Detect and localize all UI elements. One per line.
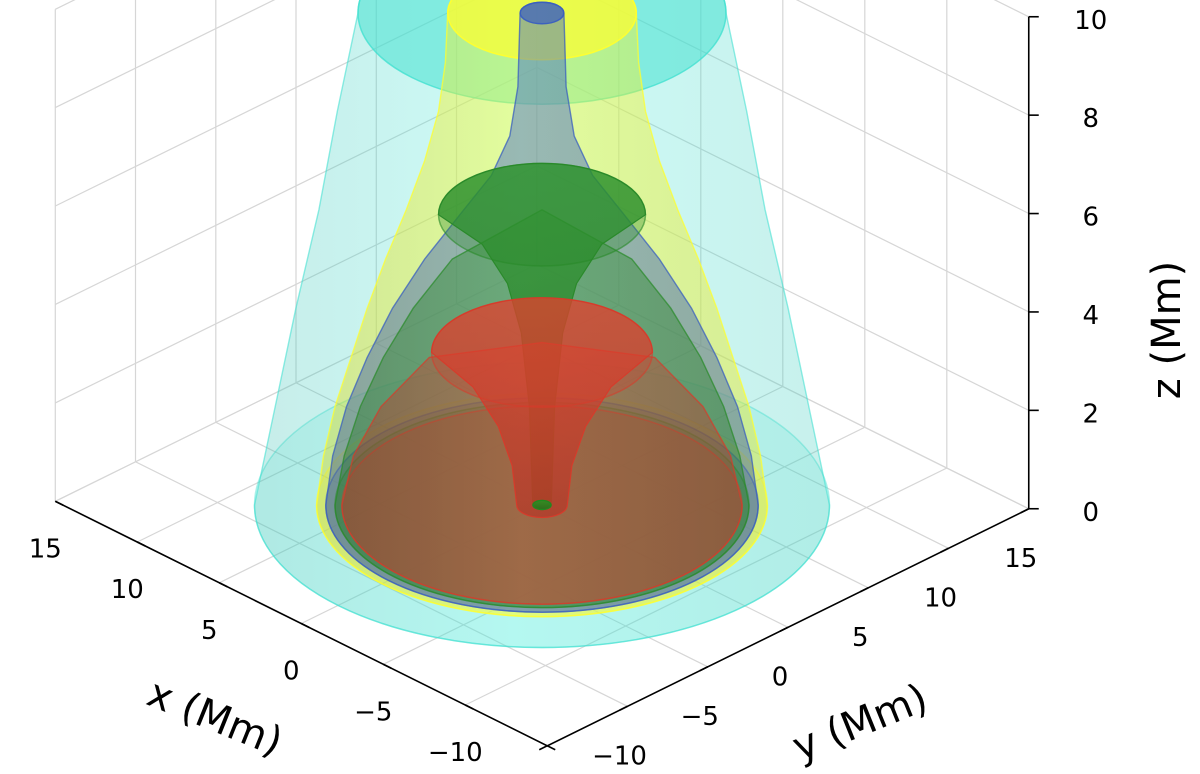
- green-funnel-rim: [437, 162, 647, 267]
- z-axis-label: z (Mm): [1144, 261, 1190, 399]
- y-tick: [619, 705, 628, 711]
- y-tick: [538, 745, 548, 751]
- x-tick: [54, 500, 64, 506]
- z-tick-label: 0: [1083, 498, 1100, 528]
- y-tick-label: 15: [1004, 544, 1037, 574]
- x-tick: [464, 704, 474, 710]
- y-tick: [1020, 508, 1030, 514]
- y-tick-label: 5: [852, 623, 869, 653]
- green-stem: [532, 499, 552, 511]
- z-tick-label: 6: [1083, 203, 1100, 233]
- z-tick-label: 8: [1083, 104, 1100, 134]
- z-tick-label: 10: [1074, 6, 1107, 36]
- grid-line-z: [55, 0, 1030, 116]
- y-tick: [940, 547, 949, 553]
- x-tick-label: 5: [201, 616, 218, 646]
- x-tick: [300, 622, 310, 629]
- z-tick-label: 2: [1083, 399, 1100, 429]
- surfaces: [253, 0, 831, 649]
- x-tick-label: 10: [111, 575, 144, 605]
- x-tick-label: −10: [428, 738, 483, 768]
- x-tick-label: −5: [354, 697, 392, 727]
- y-tick: [859, 587, 869, 593]
- x-tick: [136, 541, 146, 547]
- y-tick: [779, 626, 789, 632]
- z-tick-label: 4: [1083, 301, 1100, 331]
- blue-top-cap: [519, 1, 565, 25]
- x-tick: [218, 582, 228, 588]
- x-axis-label: x (Mm): [141, 670, 289, 765]
- red-funnel-rim: [430, 297, 654, 408]
- x-tick: [382, 663, 392, 669]
- y-tick-label: 10: [924, 583, 957, 613]
- y-axis-label: y (Mm): [786, 675, 934, 770]
- x-tick-label: 15: [29, 534, 62, 564]
- y-tick-label: −10: [592, 741, 647, 771]
- y-tick: [699, 666, 709, 672]
- grid-line-z: [55, 0, 1030, 215]
- x-tick: [546, 745, 556, 751]
- y-tick-label: −5: [681, 702, 719, 732]
- x-tick-label: 0: [283, 657, 300, 687]
- y-tick-label: 0: [772, 662, 789, 692]
